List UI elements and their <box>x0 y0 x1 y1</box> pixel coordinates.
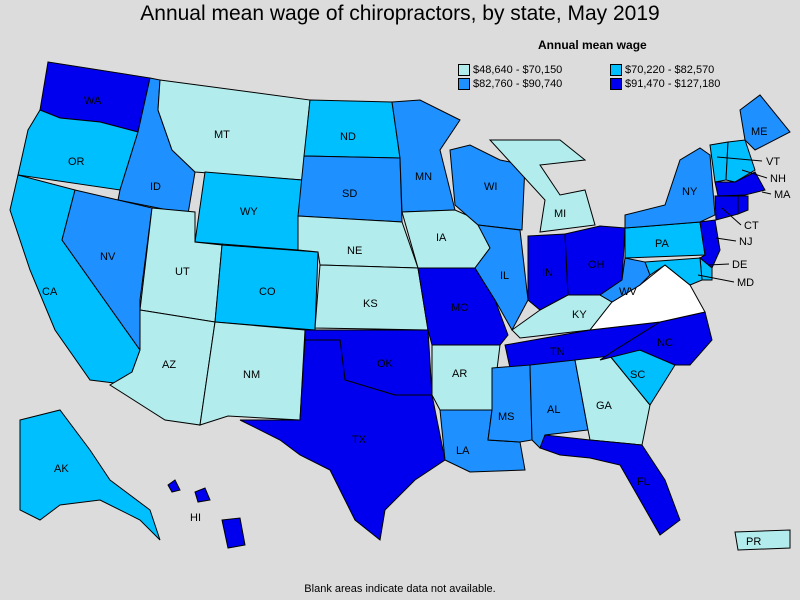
leader-VT <box>716 156 763 162</box>
state-NV[interactable] <box>61 189 153 352</box>
state-label-FL: FL <box>637 476 650 488</box>
state-label-PR: PR <box>746 536 761 548</box>
state-label-OR: OR <box>68 156 85 168</box>
state-label-MI: MI <box>554 208 566 220</box>
legend-item-3: $82,760 - $90,740 <box>458 78 562 90</box>
state-label-CA: CA <box>42 286 58 298</box>
state-label-NJ: NJ <box>739 236 752 248</box>
state-NY[interactable] <box>624 147 716 229</box>
leader-DE <box>707 263 730 266</box>
state-label-AR: AR <box>452 368 467 380</box>
state-label-WA: WA <box>84 95 102 107</box>
state-label-IA: IA <box>436 232 447 244</box>
state-AK[interactable] <box>19 409 161 541</box>
state-NM[interactable] <box>199 321 306 426</box>
state-label-IN: IN <box>542 267 553 279</box>
state-label-WI: WI <box>484 181 497 193</box>
map-title: Annual mean wage of chiropractors, by st… <box>140 2 660 25</box>
state-label-ME: ME <box>751 126 768 138</box>
state-label-UT: UT <box>175 266 190 278</box>
state-label-MT: MT <box>214 129 230 141</box>
state-PR[interactable] <box>734 529 791 551</box>
state-label-NH: NH <box>770 173 786 185</box>
state-label-NM: NM <box>243 369 260 381</box>
state-label-CT: CT <box>744 220 759 232</box>
legend-swatch-2 <box>610 64 622 76</box>
legend-swatch-4 <box>610 78 622 90</box>
state-label-AZ: AZ <box>162 359 176 371</box>
state-RI[interactable] <box>737 195 749 215</box>
legend-title: Annual mean wage <box>538 38 647 52</box>
state-label-VT: VT <box>766 156 780 168</box>
state-VA[interactable] <box>588 264 706 331</box>
state-HI[interactable] <box>167 479 246 549</box>
state-label-HI: HI <box>190 512 201 524</box>
legend-label-2: $70,220 - $82,570 <box>625 64 715 76</box>
state-MD[interactable] <box>644 257 703 286</box>
leader-MD <box>697 274 735 283</box>
state-label-GA: GA <box>596 400 613 412</box>
legend-item-4: $91,470 - $127,180 <box>610 78 720 90</box>
leader-NJ <box>715 237 737 242</box>
legend-label-4: $91,470 - $127,180 <box>625 78 721 90</box>
legend-label-3: $82,760 - $90,740 <box>473 78 563 90</box>
legend-swatch-1 <box>458 64 470 76</box>
state-label-SD: SD <box>342 188 357 200</box>
state-label-WY: WY <box>240 206 258 218</box>
state-NC[interactable] <box>599 311 713 366</box>
state-label-TX: TX <box>352 434 367 446</box>
state-label-MD: MD <box>737 277 754 289</box>
state-label-AL: AL <box>547 404 560 416</box>
leader-NH <box>741 169 768 179</box>
state-FL[interactable] <box>539 434 681 536</box>
state-label-NC: NC <box>657 337 673 349</box>
state-label-MO: MO <box>451 302 469 314</box>
state-label-LA: LA <box>456 445 470 457</box>
state-MN[interactable] <box>391 99 461 213</box>
state-label-NE: NE <box>347 245 362 257</box>
state-label-IL: IL <box>500 270 509 282</box>
state-label-KY: KY <box>572 309 587 321</box>
state-ND[interactable] <box>303 99 401 159</box>
state-label-CO: CO <box>259 286 276 298</box>
state-MI[interactable] <box>488 139 596 233</box>
state-label-MN: MN <box>415 171 432 183</box>
state-label-NV: NV <box>100 251 116 263</box>
state-IL[interactable] <box>474 224 529 332</box>
state-label-MA: MA <box>774 189 791 201</box>
leader-CT <box>721 207 742 226</box>
state-label-PA: PA <box>655 238 670 250</box>
state-label-SC: SC <box>630 369 645 381</box>
state-label-OH: OH <box>588 259 605 271</box>
state-label-OK: OK <box>377 358 394 370</box>
legend-item-2: $70,220 - $82,570 <box>610 64 714 76</box>
footnote: Blank areas indicate data not available. <box>304 583 496 595</box>
state-label-ID: ID <box>150 181 161 193</box>
state-labels: WA OR CA ID NV MT WY UT AZ CO NM ND SD N… <box>42 95 791 548</box>
legend-swatch-3 <box>458 78 470 90</box>
legend-label-1: $48,640 - $70,150 <box>473 64 563 76</box>
state-label-KS: KS <box>363 298 378 310</box>
state-label-TN: TN <box>550 346 565 358</box>
state-label-WV: WV <box>619 286 637 298</box>
legend-item-1: $48,640 - $70,150 <box>458 64 562 76</box>
state-label-ND: ND <box>340 131 356 143</box>
state-ME[interactable] <box>739 94 791 151</box>
state-TX[interactable] <box>239 339 446 541</box>
state-label-MS: MS <box>498 411 515 423</box>
state-CT[interactable] <box>714 195 739 221</box>
state-MS[interactable] <box>487 364 533 443</box>
leader-MA <box>761 191 772 195</box>
state-label-NY: NY <box>682 186 698 198</box>
state-VT[interactable] <box>709 141 729 183</box>
state-label-AK: AK <box>54 463 69 475</box>
state-WI[interactable] <box>449 144 526 231</box>
state-label-DE: DE <box>732 259 747 271</box>
